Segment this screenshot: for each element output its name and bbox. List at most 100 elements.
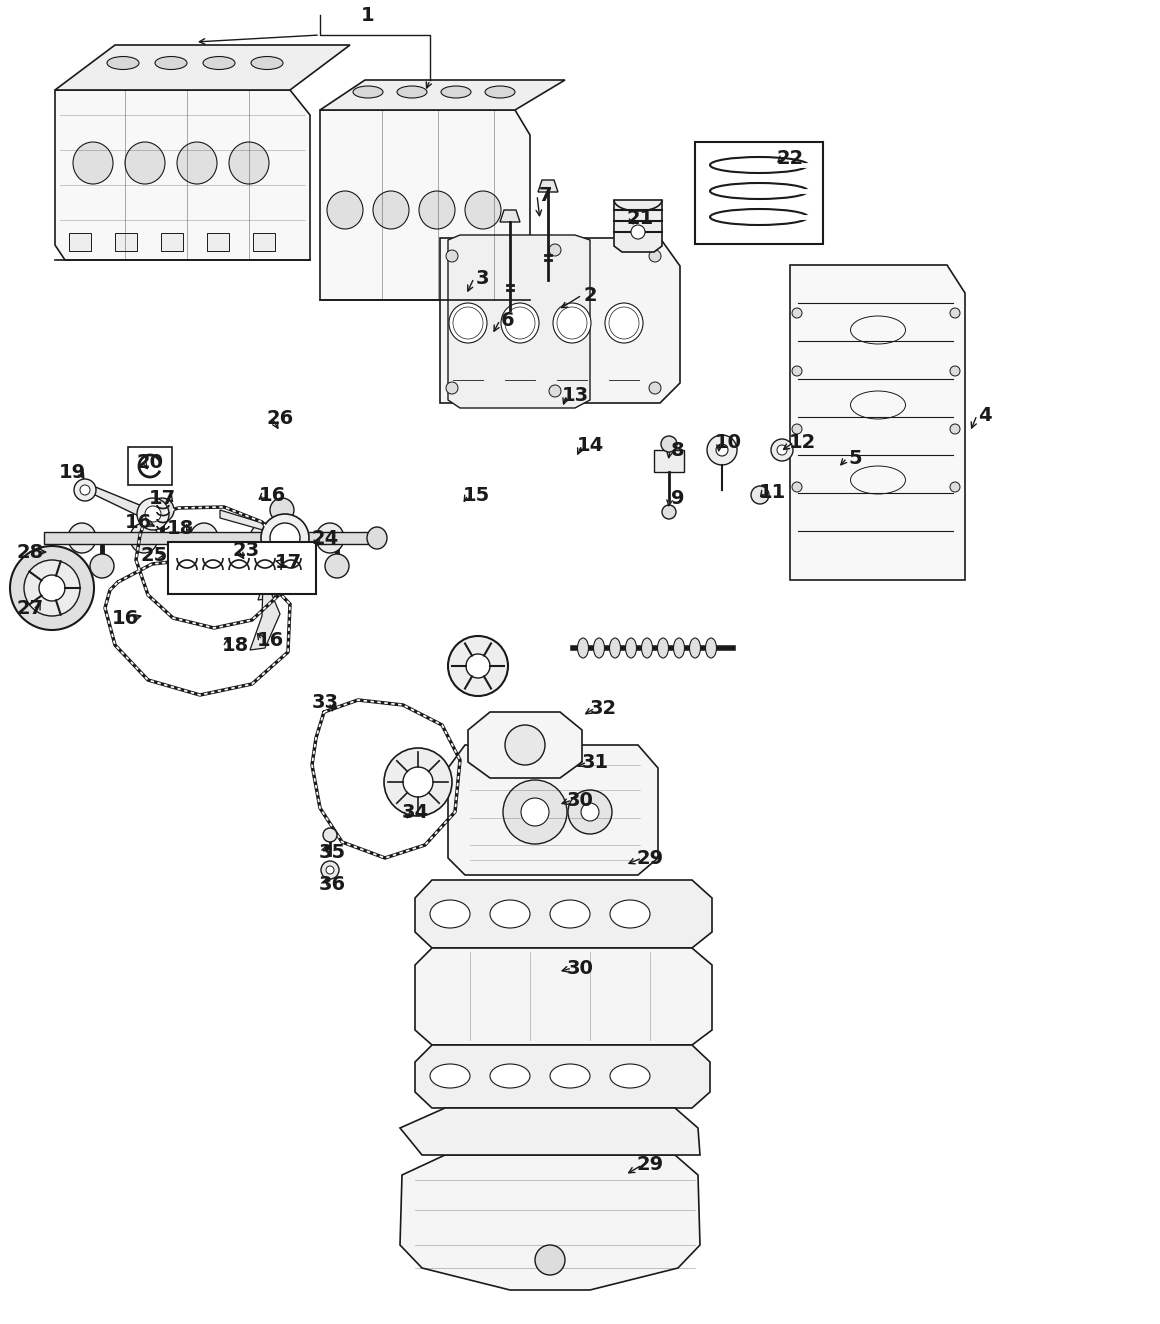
Text: 15: 15 (463, 486, 490, 504)
Ellipse shape (374, 191, 409, 229)
Ellipse shape (130, 523, 158, 553)
Text: 31: 31 (581, 752, 609, 772)
Polygon shape (448, 745, 658, 875)
Ellipse shape (150, 498, 174, 522)
Text: 17: 17 (148, 489, 175, 507)
Circle shape (445, 250, 458, 262)
Ellipse shape (501, 303, 539, 343)
Circle shape (662, 504, 676, 519)
Ellipse shape (430, 900, 470, 928)
Text: 16: 16 (259, 486, 285, 504)
Bar (206, 233, 229, 252)
Circle shape (950, 482, 960, 493)
Ellipse shape (578, 638, 588, 658)
Text: 24: 24 (311, 528, 339, 548)
Circle shape (503, 780, 567, 843)
Ellipse shape (610, 900, 650, 928)
Text: 7: 7 (538, 185, 552, 204)
Ellipse shape (73, 142, 113, 184)
Text: 27: 27 (16, 598, 44, 617)
Circle shape (648, 250, 661, 262)
Ellipse shape (90, 553, 114, 579)
Circle shape (521, 798, 549, 826)
Text: 11: 11 (759, 482, 785, 502)
Circle shape (80, 485, 90, 495)
Text: 33: 33 (312, 692, 339, 711)
Ellipse shape (367, 527, 387, 549)
Text: 19: 19 (58, 462, 86, 482)
Bar (168, 542, 316, 594)
Circle shape (24, 560, 80, 616)
Text: 30: 30 (566, 790, 594, 809)
Ellipse shape (270, 498, 293, 522)
Ellipse shape (550, 900, 590, 928)
Text: 17: 17 (275, 552, 302, 572)
Ellipse shape (353, 86, 383, 98)
Circle shape (535, 1245, 565, 1275)
Circle shape (581, 802, 599, 821)
Polygon shape (320, 79, 565, 110)
Polygon shape (44, 532, 377, 544)
Text: 4: 4 (978, 405, 992, 425)
Ellipse shape (107, 57, 139, 69)
Ellipse shape (177, 142, 217, 184)
Ellipse shape (689, 638, 701, 658)
Ellipse shape (203, 57, 235, 69)
Ellipse shape (316, 523, 345, 553)
Circle shape (549, 244, 561, 256)
Text: 10: 10 (715, 433, 741, 451)
Circle shape (631, 225, 645, 240)
Bar (161, 233, 183, 252)
Circle shape (145, 506, 161, 522)
Circle shape (403, 767, 433, 797)
Ellipse shape (441, 86, 471, 98)
Ellipse shape (430, 1064, 470, 1088)
Ellipse shape (641, 638, 652, 658)
Bar (253, 233, 275, 252)
Text: 6: 6 (501, 311, 515, 330)
Text: 23: 23 (232, 540, 260, 560)
Circle shape (384, 748, 452, 816)
Bar (115, 233, 137, 252)
Circle shape (648, 383, 661, 395)
Ellipse shape (553, 303, 590, 343)
Text: 2: 2 (583, 286, 596, 305)
Circle shape (549, 385, 561, 397)
Text: 30: 30 (566, 959, 594, 977)
Ellipse shape (419, 191, 455, 229)
Ellipse shape (325, 553, 349, 579)
Text: 25: 25 (140, 545, 168, 564)
Polygon shape (500, 211, 520, 222)
Circle shape (326, 866, 334, 874)
Polygon shape (213, 561, 280, 650)
Text: 16: 16 (124, 512, 152, 531)
Ellipse shape (485, 86, 515, 98)
Polygon shape (55, 90, 310, 260)
Circle shape (505, 726, 545, 765)
Polygon shape (415, 948, 712, 1045)
Text: 8: 8 (672, 441, 684, 459)
Polygon shape (400, 1155, 699, 1290)
Circle shape (10, 545, 94, 630)
Bar (654, 450, 684, 471)
Text: 16: 16 (111, 609, 139, 628)
Circle shape (448, 636, 508, 696)
Ellipse shape (705, 638, 717, 658)
Circle shape (751, 486, 769, 504)
Ellipse shape (610, 1064, 650, 1088)
Circle shape (661, 436, 677, 451)
Circle shape (39, 575, 65, 601)
Circle shape (716, 444, 728, 455)
Circle shape (950, 424, 960, 434)
Circle shape (950, 365, 960, 376)
Circle shape (792, 308, 802, 318)
Circle shape (270, 523, 300, 553)
Ellipse shape (594, 638, 604, 658)
Ellipse shape (68, 523, 96, 553)
Circle shape (74, 479, 96, 500)
Ellipse shape (465, 191, 501, 229)
Circle shape (792, 424, 802, 434)
Bar (68, 233, 90, 252)
Ellipse shape (190, 523, 218, 553)
Text: 26: 26 (267, 409, 293, 428)
